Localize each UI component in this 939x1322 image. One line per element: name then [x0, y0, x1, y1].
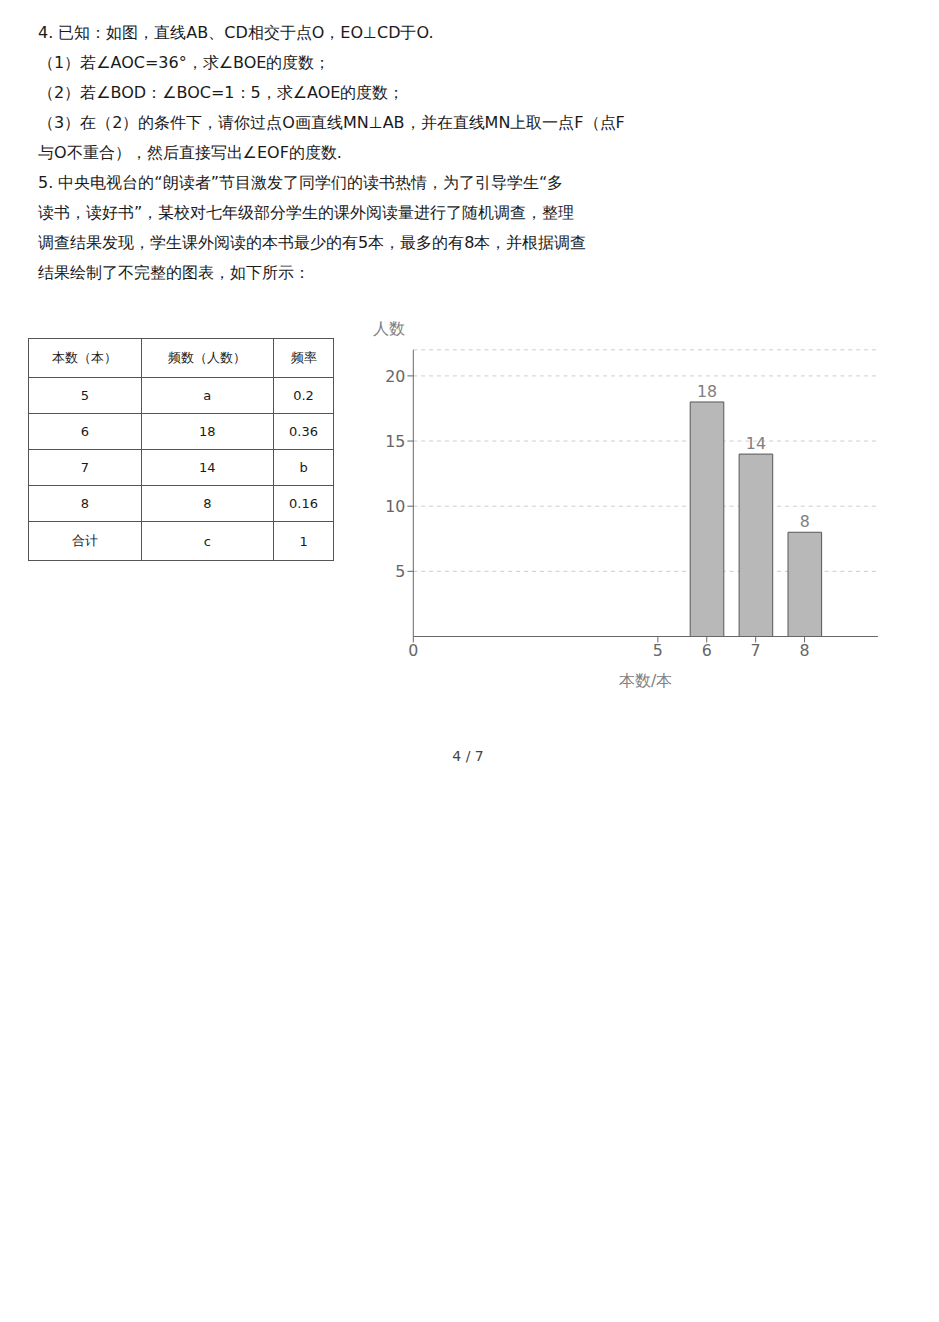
html-text:7: 7	[80, 460, 90, 475]
svg-text:18: 18	[697, 382, 717, 401]
svg-text:5: 5	[396, 562, 406, 581]
svg-text:本数/本: 本数/本	[619, 671, 672, 690]
html-text:频数（人数）: 频数（人数）	[168, 350, 247, 365]
html-text:本数（本）: 本数（本）	[52, 350, 118, 365]
html-text:5. 中央电视台的“朗读者”节目激发了同学们的读书热情，为了: 5. 中央电视台的“朗读者”节目激发了同学们的读书热情，为了引导学生“多	[38, 173, 564, 192]
html-text:1: 1	[299, 533, 308, 549]
html-text:5: 5	[80, 388, 90, 403]
html-text:8: 8	[203, 496, 212, 511]
html-text:a: a	[203, 388, 212, 403]
html-text:8: 8	[80, 496, 90, 511]
svg-text:7: 7	[751, 641, 761, 660]
html-text:调查结果发现，学生课外阅读的本书最少的有5本，最多的有8本，: 调查结果发现，学生课外阅读的本书最少的有5本，最多的有8本，并根据调查	[38, 233, 587, 252]
html-text:（1）若∠AOC=36°，求∠BOE的度数；: （1）若∠AOC=36°，求∠BOE的度数；	[38, 53, 331, 72]
html-text:0.16: 0.16	[289, 496, 318, 511]
svg-text:人数: 人数	[373, 319, 405, 338]
html-text:4 / 7: 4 / 7	[452, 748, 484, 764]
svg-text:8: 8	[800, 512, 810, 531]
svg-text:15: 15	[386, 432, 406, 451]
html-text:4. 已知：如图，直线AB、CD相交于点O，EO⊥CD于O.: 4. 已知：如图，直线AB、CD相交于点O，EO⊥CD于O.	[38, 23, 434, 42]
svg-text:6: 6	[702, 641, 712, 660]
svg-text:10: 10	[386, 497, 406, 516]
html-text:与O不重合），然后直接写出∠EOF的度数.: 与O不重合），然后直接写出∠EOF的度数.	[38, 143, 342, 162]
html-text:读书，读好书”，某校对七年级部分学生的课外阅读量进行了随机调: 读书，读好书”，某校对七年级部分学生的课外阅读量进行了随机调查，整理	[38, 203, 575, 222]
svg-text:8: 8	[800, 641, 810, 660]
html-text:18: 18	[199, 424, 216, 439]
svg-text:5: 5	[653, 641, 663, 660]
html-text:0.36: 0.36	[289, 424, 318, 439]
html-text:（3）在（2）的条件下，请你过点O画直线MN⊥AB，并在直线: （3）在（2）的条件下，请你过点O画直线MN⊥AB，并在直线MN上取一点F（点F	[38, 113, 625, 132]
svg-text:20: 20	[386, 367, 406, 386]
html-text:频率: 频率	[290, 350, 317, 365]
html-text:合计: 合计	[72, 533, 98, 548]
html-text:14: 14	[199, 460, 216, 475]
html-text:b: b	[299, 460, 308, 475]
html-text:（2）若∠BOD：∠BOC=1：5，求∠AOE的度数；: （2）若∠BOD：∠BOC=1：5，求∠AOE的度数；	[38, 83, 405, 102]
svg-text:0: 0	[409, 641, 419, 660]
html-text:结果绘制了不完整的图表，如下所示：: 结果绘制了不完整的图表，如下所示：	[38, 263, 310, 282]
html-text:6: 6	[80, 424, 90, 439]
html-text:c: c	[203, 533, 211, 549]
html-text:0.2: 0.2	[293, 388, 314, 403]
svg-text:14: 14	[746, 434, 766, 453]
